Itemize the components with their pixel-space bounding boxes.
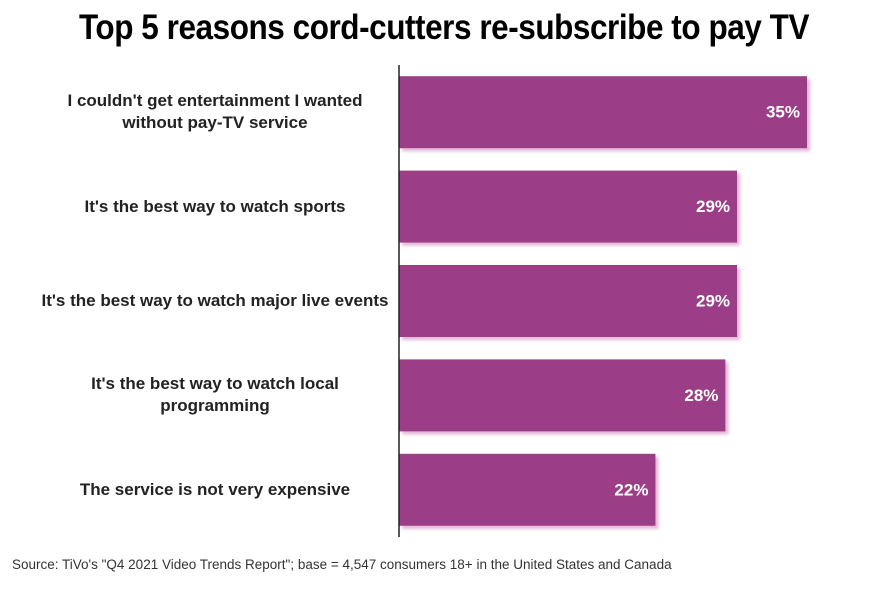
bar [399, 76, 807, 149]
bar [399, 170, 738, 243]
bar [399, 359, 726, 432]
value-label: 22% [614, 480, 648, 499]
y-tick-label: I couldn't get entertainment I wanted wi… [67, 91, 363, 133]
y-tick-label: It's the best way to watch sports [84, 196, 346, 216]
bar [399, 453, 656, 526]
value-label: 35% [766, 103, 800, 122]
y-tick-label: It's the best way to watch major live ev… [41, 291, 389, 310]
chart-title: Top 5 reasons cord-cutters re-subscribe … [78, 8, 810, 47]
value-label: 29% [696, 291, 730, 310]
source-note: Source: TiVo's "Q4 2021 Video Trends Rep… [12, 557, 672, 572]
value-label: 29% [696, 197, 730, 216]
bar [399, 265, 738, 337]
value-label: 28% [684, 386, 718, 405]
y-tick-label: The service is not very expensive [79, 479, 351, 499]
y-tick-label: It's the best way to watch local program… [91, 374, 339, 416]
